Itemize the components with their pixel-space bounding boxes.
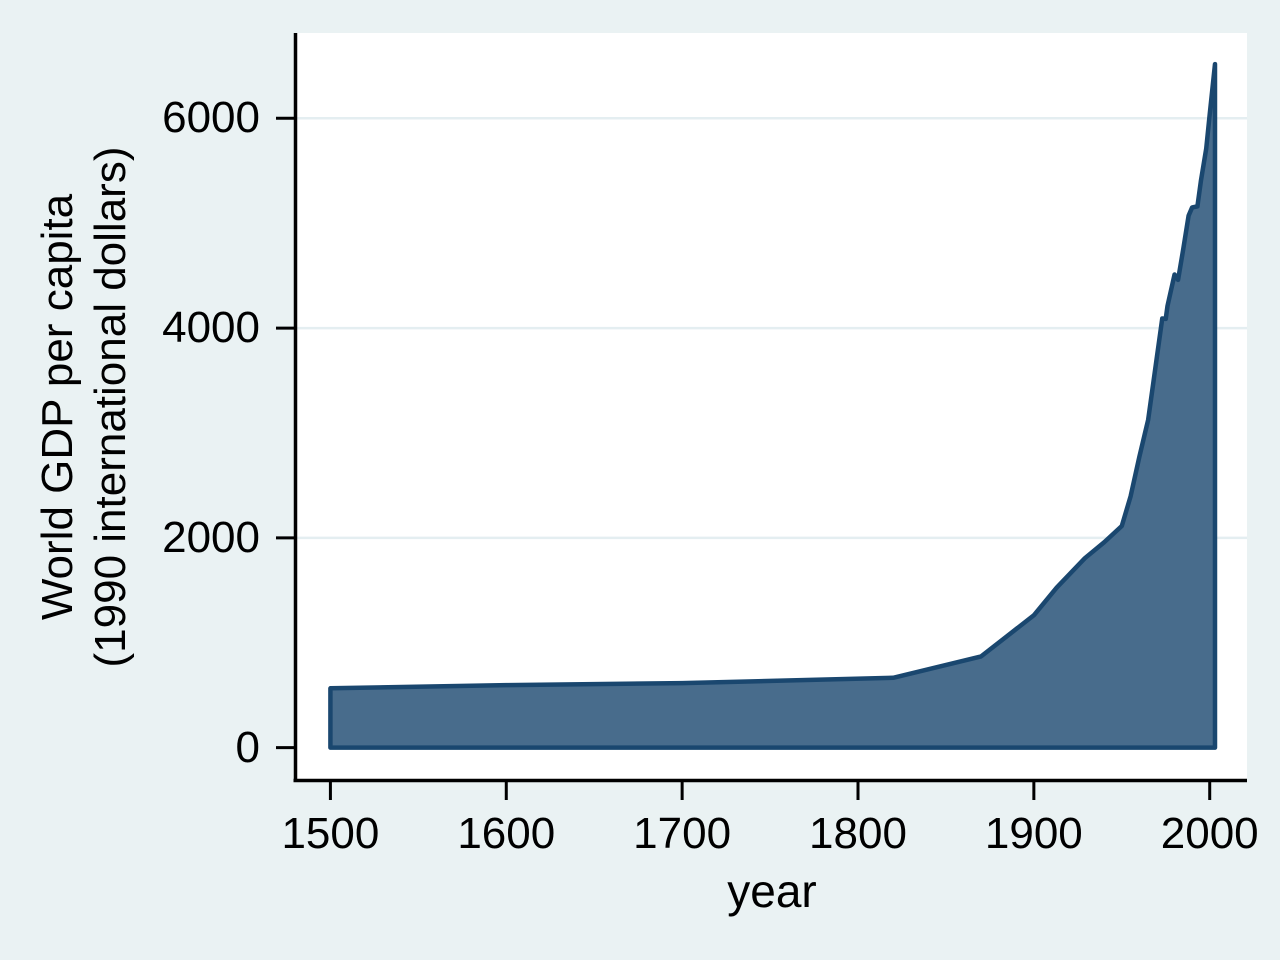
gridlines xyxy=(297,117,1247,540)
y-axis-title-line1: World GDP per capita xyxy=(33,193,82,621)
y-tick-label: 0 xyxy=(235,722,260,772)
x-axis-title: year xyxy=(727,865,817,917)
x-tick-label: 1900 xyxy=(984,809,1083,858)
y-axis-title-line2: (1990 international dollars) xyxy=(86,146,135,668)
x-tick-label: 2000 xyxy=(1160,809,1259,858)
plot-svg xyxy=(276,33,1247,800)
y-tick-label: 2000 xyxy=(162,512,260,562)
x-tick-label: 1800 xyxy=(809,809,907,858)
y-axis-title: World GDP per capita (1990 international… xyxy=(31,147,137,668)
axes xyxy=(276,33,1247,800)
y-tick-label: 4000 xyxy=(162,303,260,353)
area-series xyxy=(328,61,1218,750)
y-tick-label: 6000 xyxy=(162,93,260,143)
x-tick-label: 1700 xyxy=(633,809,732,858)
x-tick-label: 1500 xyxy=(281,809,380,858)
x-tick-label: 1600 xyxy=(457,809,556,858)
